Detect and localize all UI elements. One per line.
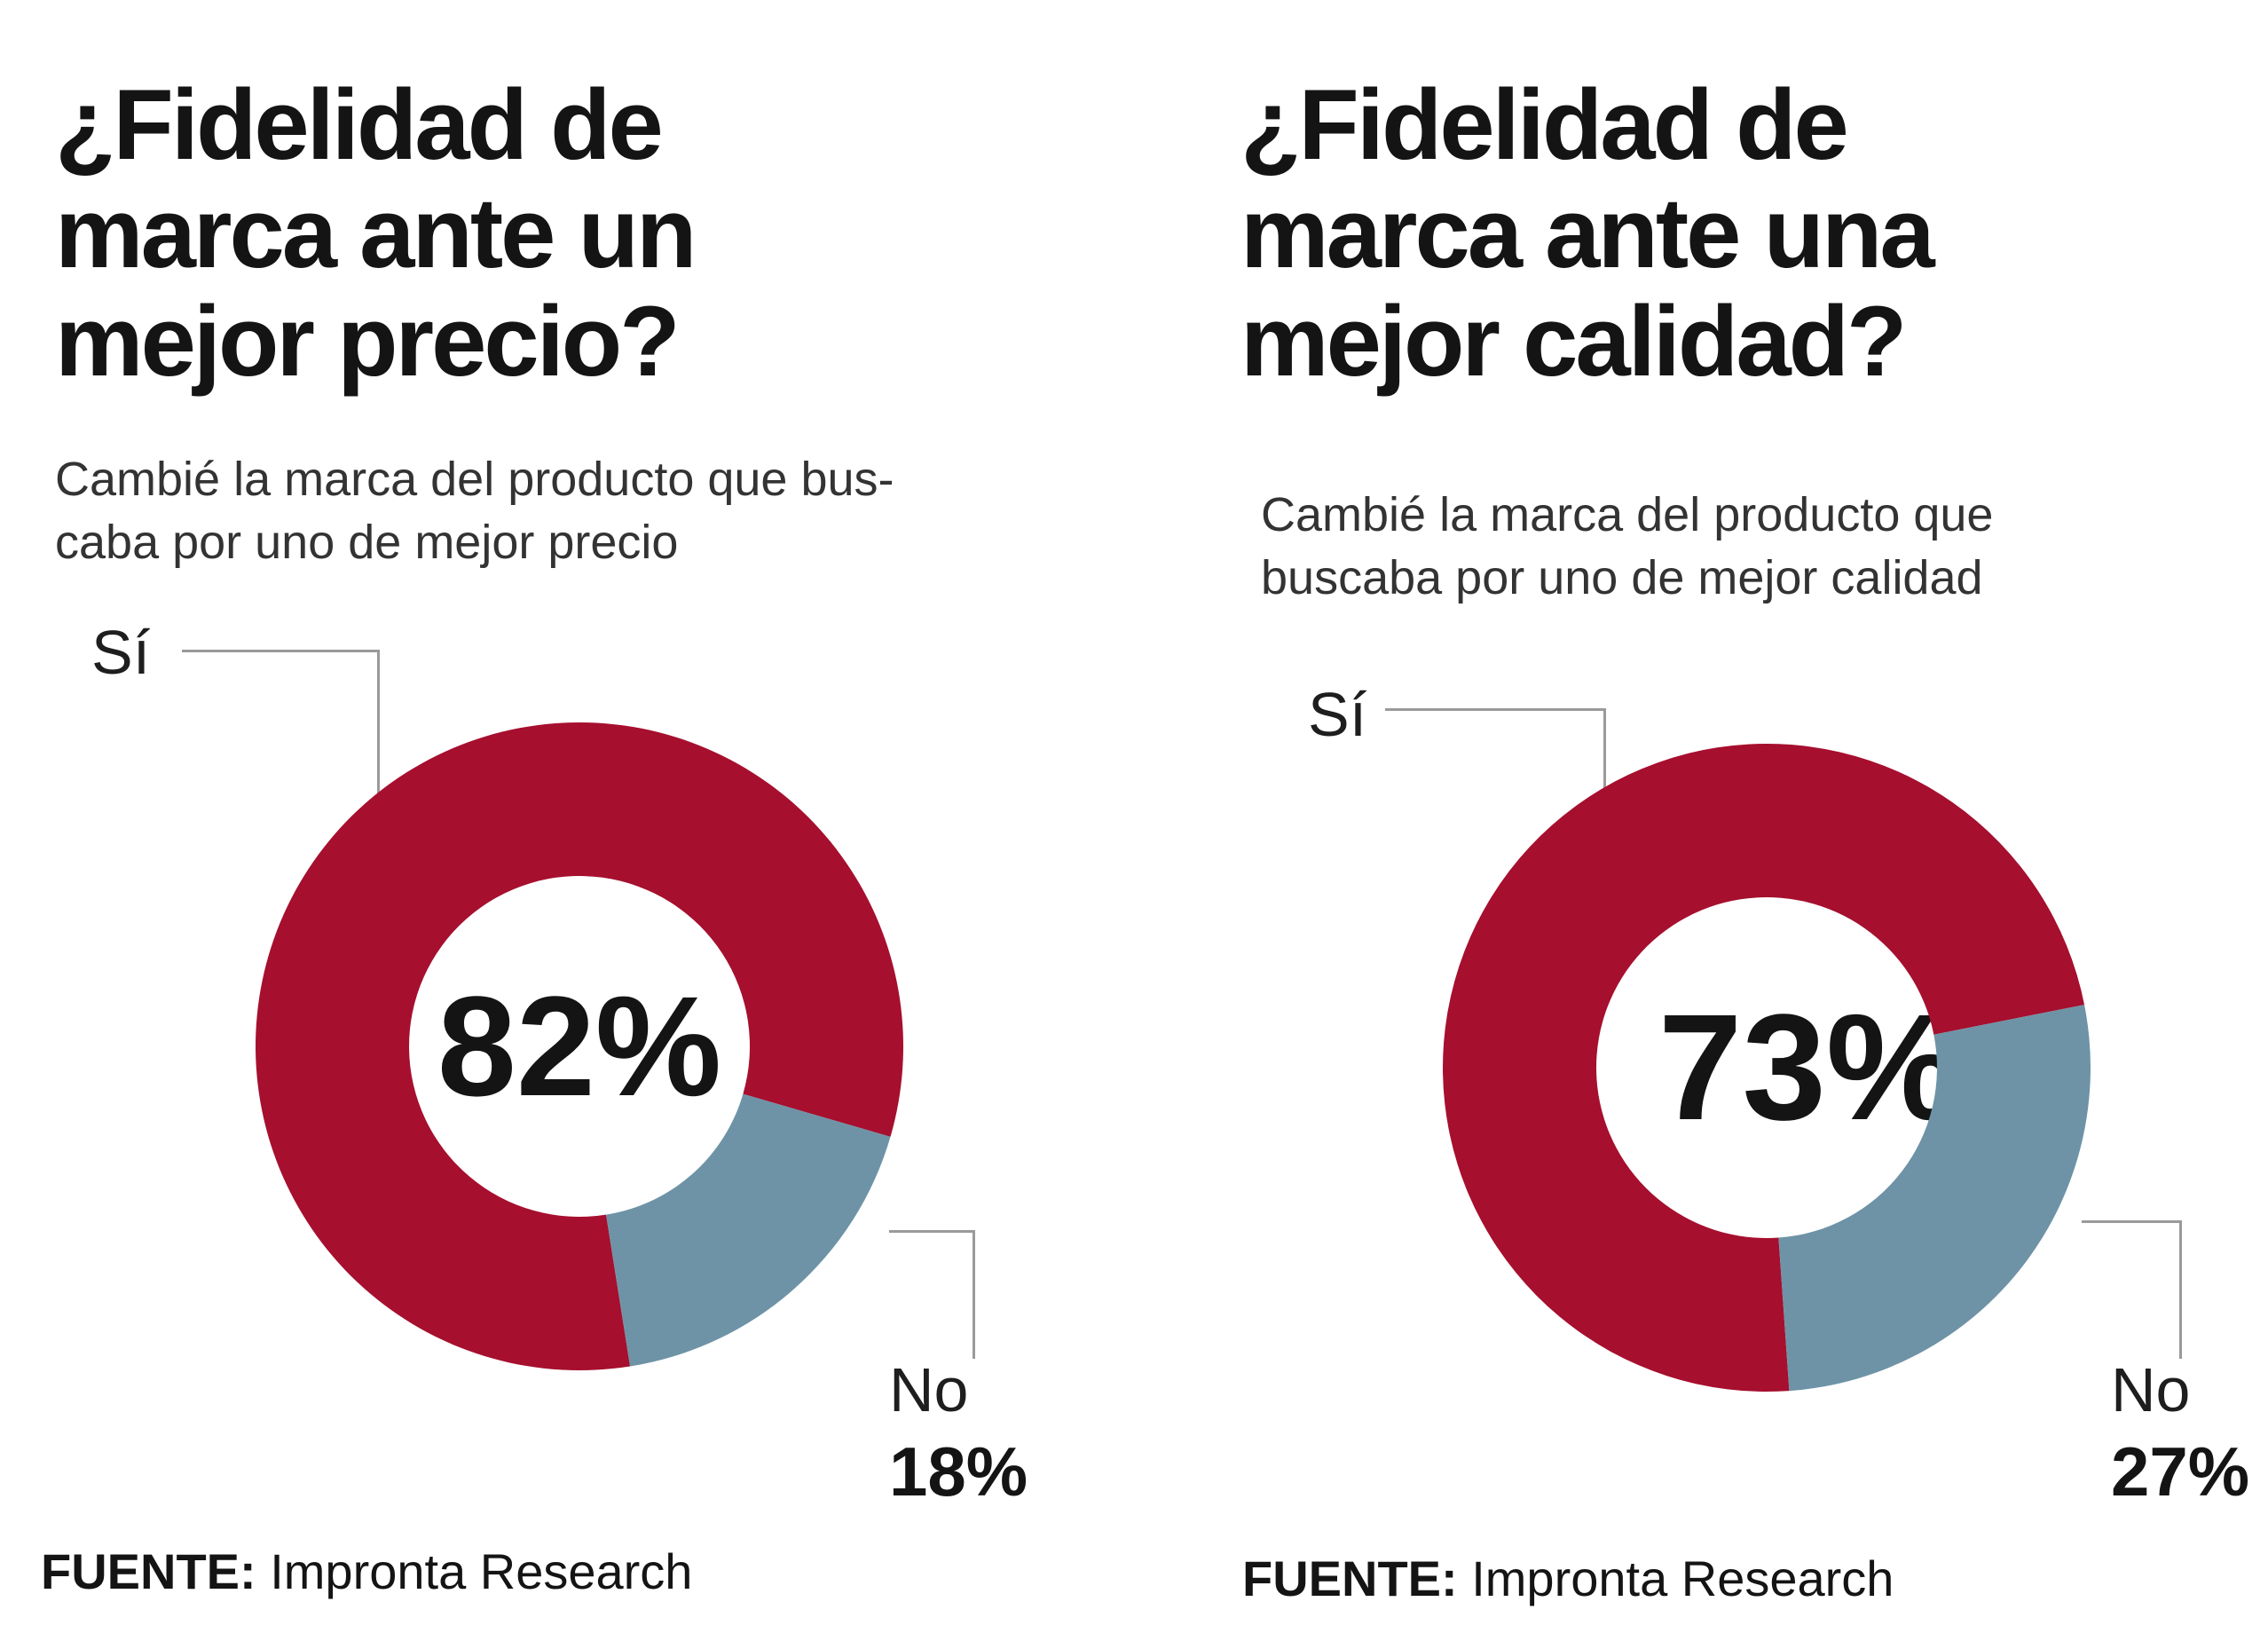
leader-line-si — [1385, 708, 1606, 790]
source-name: Impronta Research — [1471, 1550, 1894, 1606]
chart-title-precio: ¿Fidelidad de marca ante un mejor precio… — [55, 69, 697, 398]
slice-label-no: No — [889, 1355, 969, 1424]
leader-line-si — [182, 650, 380, 794]
donut-area: 82% — [251, 718, 908, 1375]
chart-subtitle-precio: Cambié la marca del producto que bus- ca… — [55, 453, 894, 570]
slice-value-no: 18% — [889, 1432, 1028, 1511]
donut-segment-sí — [256, 722, 904, 1371]
center-percentage: 82% — [437, 967, 722, 1125]
chart-subtitle-calidad: Cambié la marca del producto que buscaba… — [1261, 488, 1994, 605]
slice-value-no: 27% — [2111, 1432, 2250, 1511]
donut-segment-sí — [1443, 743, 2085, 1392]
leader-line-no — [889, 1230, 975, 1359]
source-label: FUENTE: — [41, 1543, 256, 1599]
leader-line-no — [2082, 1220, 2182, 1359]
slice-callout-no: No 27% — [2111, 1359, 2249, 1506]
chart-panel-mejor-precio: ¿Fidelidad de marca ante un mejor precio… — [41, 69, 1028, 1600]
slice-callout-no: No 18% — [889, 1359, 1028, 1506]
donut-chart-precio — [256, 722, 904, 1371]
source-label: FUENTE: — [1242, 1550, 1458, 1606]
donut-area: 73% — [1438, 739, 2095, 1396]
donut-segment-no — [606, 1093, 891, 1367]
source-name: Impronta Research — [270, 1543, 693, 1599]
donut-chart-calidad — [1443, 743, 2091, 1392]
slice-label-no: No — [2111, 1355, 2191, 1424]
slice-label-si: Sí — [91, 618, 151, 687]
slice-label-si: Sí — [1308, 680, 1367, 749]
center-percentage: 73% — [1658, 983, 1961, 1152]
source-line: FUENTE: Impronta Research — [41, 1542, 692, 1600]
donut-segment-no — [1778, 1005, 2091, 1392]
chart-title-calidad: ¿Fidelidad de marca ante una mejor calid… — [1240, 69, 1935, 398]
source-line: FUENTE: Impronta Research — [1242, 1550, 1894, 1607]
chart-panel-mejor-calidad: ¿Fidelidad de marca ante una mejor calid… — [1207, 0, 2268, 1649]
